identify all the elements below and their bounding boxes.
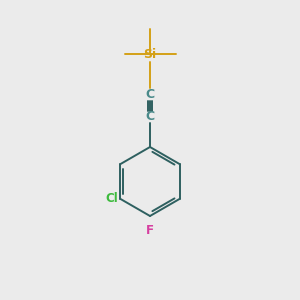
Text: Si: Si bbox=[143, 47, 157, 61]
Text: C: C bbox=[146, 110, 154, 124]
Text: C: C bbox=[146, 88, 154, 101]
Text: F: F bbox=[146, 224, 154, 236]
Text: Cl: Cl bbox=[106, 192, 118, 205]
